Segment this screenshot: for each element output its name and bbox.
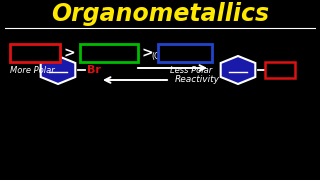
Text: C–Mg: C–Mg [91, 46, 127, 60]
Text: >: > [141, 46, 153, 60]
Text: Br: Br [87, 65, 101, 75]
FancyBboxPatch shape [10, 44, 60, 62]
Text: CH₃: CH₃ [269, 65, 291, 75]
Text: Organometallics: Organometallics [51, 2, 269, 26]
FancyBboxPatch shape [265, 62, 295, 78]
FancyBboxPatch shape [158, 44, 212, 62]
Text: Reactivity: Reactivity [175, 75, 220, 84]
Polygon shape [221, 56, 255, 84]
Text: C–Li: C–Li [21, 46, 49, 60]
Polygon shape [41, 56, 75, 84]
Text: More Polar: More Polar [10, 66, 55, 75]
Text: >: > [63, 46, 75, 60]
Text: C–Cu: C–Cu [168, 46, 202, 60]
FancyBboxPatch shape [80, 44, 138, 62]
Text: Less Polar: Less Polar [170, 66, 212, 75]
Text: (CH₃)₂CuLi: (CH₃)₂CuLi [151, 52, 193, 61]
